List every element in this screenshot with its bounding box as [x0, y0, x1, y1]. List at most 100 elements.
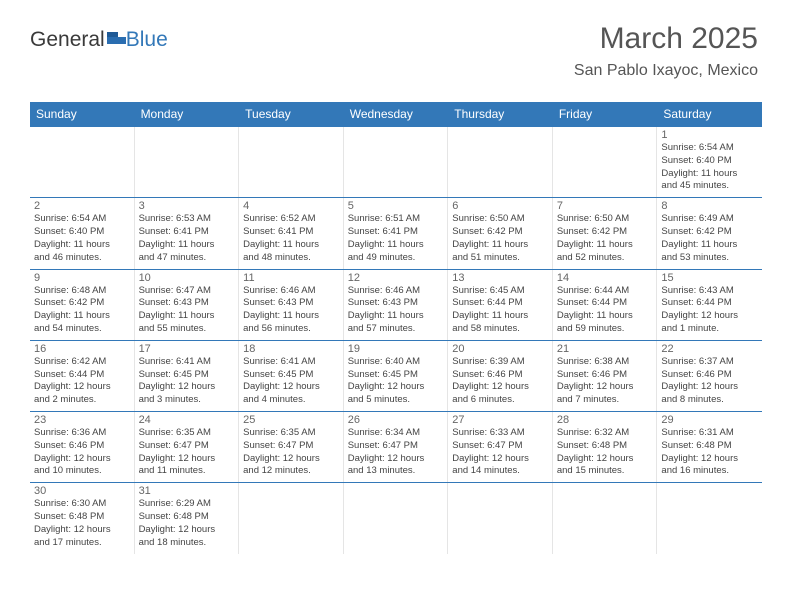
daylight-text: and 4 minutes. — [243, 394, 339, 407]
daylight-text: Daylight: 12 hours — [139, 453, 235, 466]
daylight-text: and 1 minute. — [661, 323, 758, 336]
daylight-text: and 13 minutes. — [348, 465, 444, 478]
daylight-text: and 59 minutes. — [557, 323, 653, 336]
calendar-week: 23Sunrise: 6:36 AMSunset: 6:46 PMDayligh… — [30, 412, 762, 483]
calendar-cell: 13Sunrise: 6:45 AMSunset: 6:44 PMDayligh… — [448, 270, 553, 340]
daylight-text: and 52 minutes. — [557, 252, 653, 265]
sunrise-text: Sunrise: 6:52 AM — [243, 213, 339, 226]
calendar-week: 16Sunrise: 6:42 AMSunset: 6:44 PM Dayligh… — [30, 341, 762, 412]
sunset-text: Sunset: 6:40 PM — [661, 155, 758, 168]
sunset-text: Sunset: 6:42 PM — [557, 226, 653, 239]
sunset-text: Sunset: 6:45 PM — [243, 369, 339, 382]
daylight-text: and 56 minutes. — [243, 323, 339, 336]
day-number: 23 — [34, 414, 130, 426]
calendar-cell: 24Sunrise: 6:35 AMSunset: 6:47 PMDayligh… — [135, 412, 240, 482]
day-number: 26 — [348, 414, 444, 426]
logo-text-blue: Blue — [126, 28, 168, 52]
calendar-cell-empty — [135, 127, 240, 197]
day-number: 14 — [557, 272, 653, 284]
calendar-week: 30Sunrise: 6:30 AMSunset: 6:48 PM Dayligh… — [30, 483, 762, 553]
day-number: 3 — [139, 200, 235, 212]
daylight-text: Daylight: 11 hours — [452, 310, 548, 323]
sunset-text: Sunset: 6:45 PM — [139, 369, 235, 382]
sunrise-text: Sunrise: 6:39 AM — [452, 356, 548, 369]
day-number: 28 — [557, 414, 653, 426]
calendar-cell: 26Sunrise: 6:34 AMSunset: 6:47 PMDayligh… — [344, 412, 449, 482]
day-number: 13 — [452, 272, 548, 284]
daylight-text: and 49 minutes. — [348, 252, 444, 265]
sunrise-text: Sunrise: 6:32 AM — [557, 427, 653, 440]
sunset-text: Sunset: 6:47 PM — [243, 440, 339, 453]
day-number: 25 — [243, 414, 339, 426]
calendar-cell: 18Sunrise: 6:41 AMSunset: 6:45 PMDayligh… — [239, 341, 344, 411]
daylight-text: and 12 minutes. — [243, 465, 339, 478]
sunset-text: Sunset: 6:41 PM — [348, 226, 444, 239]
dayhead-fri: Friday — [553, 102, 658, 127]
dayhead-thu: Thursday — [448, 102, 553, 127]
calendar-cell: 28Sunrise: 6:32 AMSunset: 6:48 PMDayligh… — [553, 412, 658, 482]
daylight-text: Daylight: 11 hours — [348, 239, 444, 252]
calendar-cell: 30Sunrise: 6:30 AMSunset: 6:48 PMDayligh… — [30, 483, 135, 553]
sunset-text: Sunset: 6:48 PM — [34, 511, 130, 524]
sunrise-text: Sunrise: 6:30 AM — [34, 498, 130, 511]
daylight-text: Daylight: 11 hours — [34, 310, 130, 323]
daylight-text: Daylight: 12 hours — [139, 524, 235, 537]
sunset-text: Sunset: 6:43 PM — [243, 297, 339, 310]
calendar-cell: 6Sunrise: 6:50 AMSunset: 6:42 PMDaylight… — [448, 198, 553, 268]
day-number: 16 — [34, 343, 130, 355]
sunset-text: Sunset: 6:43 PM — [139, 297, 235, 310]
calendar-cell: 11Sunrise: 6:46 AMSunset: 6:43 PMDayligh… — [239, 270, 344, 340]
day-number: 19 — [348, 343, 444, 355]
sunrise-text: Sunrise: 6:51 AM — [348, 213, 444, 226]
day-number: 24 — [139, 414, 235, 426]
day-number: 30 — [34, 485, 130, 497]
calendar-cell: 29Sunrise: 6:31 AMSunset: 6:48 PMDayligh… — [657, 412, 762, 482]
calendar-cell: 22Sunrise: 6:37 AMSunset: 6:46 PMDayligh… — [657, 341, 762, 411]
sunrise-text: Sunrise: 6:33 AM — [452, 427, 548, 440]
sunrise-text: Sunrise: 6:41 AM — [243, 356, 339, 369]
daylight-text: and 2 minutes. — [34, 394, 130, 407]
daylight-text: and 6 minutes. — [452, 394, 548, 407]
daylight-text: Daylight: 11 hours — [557, 239, 653, 252]
sunrise-text: Sunrise: 6:29 AM — [139, 498, 235, 511]
calendar-cell: 25Sunrise: 6:35 AMSunset: 6:47 PMDayligh… — [239, 412, 344, 482]
daylight-text: Daylight: 11 hours — [34, 239, 130, 252]
sunset-text: Sunset: 6:44 PM — [34, 369, 130, 382]
sunrise-text: Sunrise: 6:42 AM — [34, 356, 130, 369]
calendar-cell-empty — [448, 127, 553, 197]
daylight-text: Daylight: 11 hours — [452, 239, 548, 252]
sunrise-text: Sunrise: 6:45 AM — [452, 285, 548, 298]
daylight-text: and 3 minutes. — [139, 394, 235, 407]
header: March 2025 San Pablo Ixayoc, Mexico — [574, 22, 758, 80]
sunset-text: Sunset: 6:44 PM — [452, 297, 548, 310]
dayhead-tue: Tuesday — [239, 102, 344, 127]
day-number: 2 — [34, 200, 130, 212]
daylight-text: Daylight: 12 hours — [661, 381, 758, 394]
day-number: 21 — [557, 343, 653, 355]
calendar-week: 9Sunrise: 6:48 AMSunset: 6:42 PMDaylight… — [30, 270, 762, 341]
sunset-text: Sunset: 6:41 PM — [243, 226, 339, 239]
calendar-cell: 8Sunrise: 6:49 AMSunset: 6:42 PMDaylight… — [657, 198, 762, 268]
daylight-text: and 14 minutes. — [452, 465, 548, 478]
calendar-cell-empty — [344, 127, 449, 197]
sunrise-text: Sunrise: 6:46 AM — [243, 285, 339, 298]
daylight-text: Daylight: 11 hours — [661, 168, 758, 181]
sunset-text: Sunset: 6:46 PM — [661, 369, 758, 382]
day-number: 27 — [452, 414, 548, 426]
daylight-text: Daylight: 12 hours — [452, 381, 548, 394]
calendar-cell: 7Sunrise: 6:50 AMSunset: 6:42 PMDaylight… — [553, 198, 658, 268]
daylight-text: Daylight: 12 hours — [243, 381, 339, 394]
daylight-text: and 46 minutes. — [34, 252, 130, 265]
sunrise-text: Sunrise: 6:40 AM — [348, 356, 444, 369]
calendar-cell: 3Sunrise: 6:53 AMSunset: 6:41 PMDaylight… — [135, 198, 240, 268]
calendar-cell-empty — [657, 483, 762, 553]
dayhead-sat: Saturday — [657, 102, 762, 127]
sunset-text: Sunset: 6:42 PM — [661, 226, 758, 239]
calendar-cell: 5Sunrise: 6:51 AMSunset: 6:41 PMDaylight… — [344, 198, 449, 268]
daylight-text: and 17 minutes. — [34, 537, 130, 550]
daylight-text: Daylight: 12 hours — [243, 453, 339, 466]
sunset-text: Sunset: 6:48 PM — [661, 440, 758, 453]
daylight-text: Daylight: 12 hours — [139, 381, 235, 394]
calendar-cell-empty — [239, 483, 344, 553]
day-number: 20 — [452, 343, 548, 355]
